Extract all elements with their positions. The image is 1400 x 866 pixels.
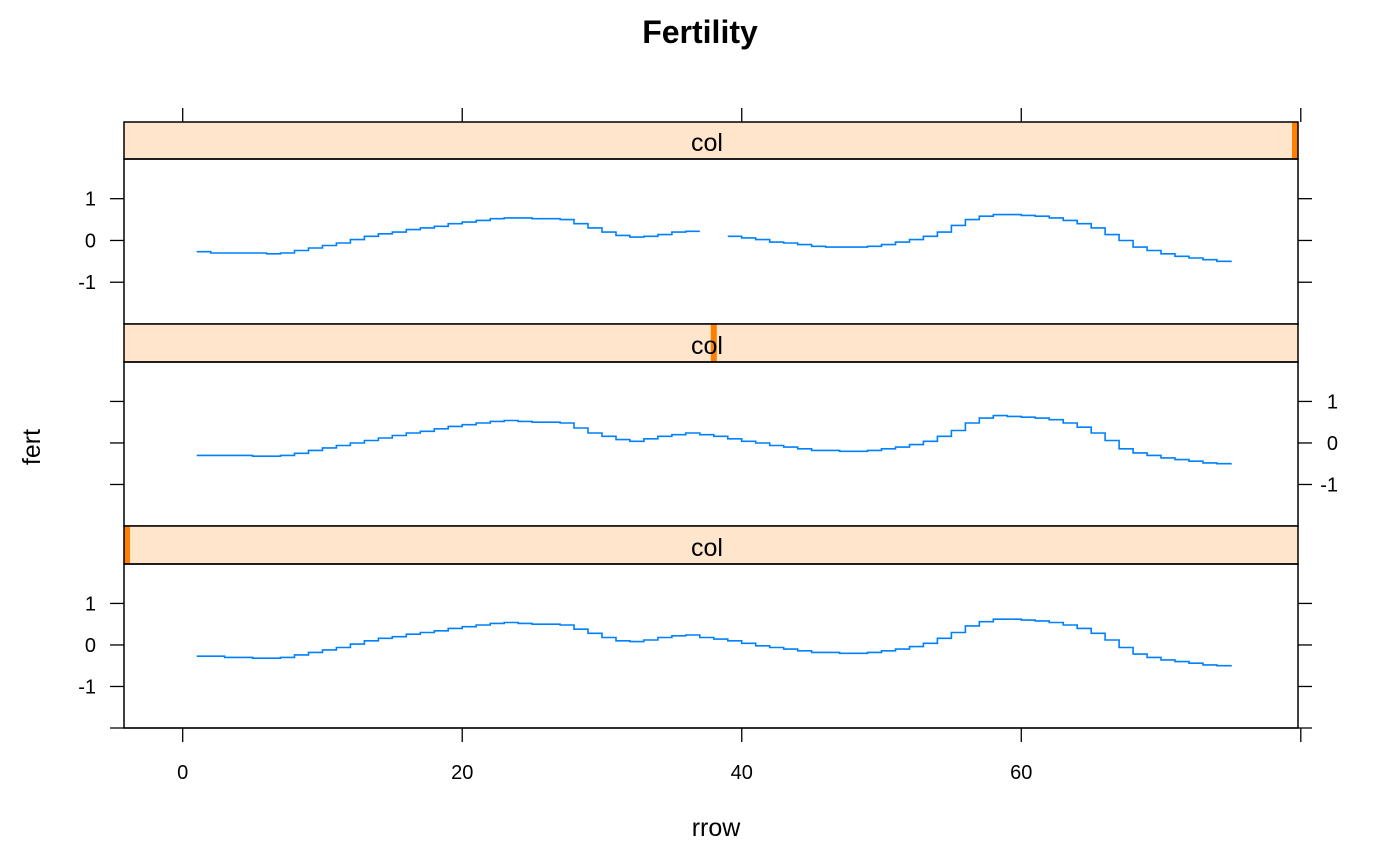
x-tick-label: 20 bbox=[451, 762, 473, 784]
y-tick-label: 0 bbox=[1327, 433, 1338, 455]
strip-label: col bbox=[691, 534, 723, 562]
y-tick-label: 0 bbox=[85, 635, 96, 657]
panel-frame bbox=[123, 361, 1299, 527]
y-tick-label: 1 bbox=[85, 593, 96, 615]
y-axis-title: fert bbox=[18, 429, 46, 465]
strip-label: col bbox=[691, 332, 723, 360]
axes-layer: 0 20 40 60 bbox=[110, 108, 1312, 784]
y-tick-label: 0 bbox=[85, 230, 96, 252]
strip-background bbox=[124, 122, 1298, 159]
strip-background bbox=[124, 526, 1298, 564]
y-tick-label: -1 bbox=[78, 676, 96, 698]
y-tick-label: 1 bbox=[1327, 391, 1338, 413]
y-tick-label: -1 bbox=[78, 272, 96, 294]
series-line bbox=[196, 213, 1232, 263]
panel-1: col -1 0 1 bbox=[78, 121, 1312, 325]
panel-3: col -1 0 1 bbox=[78, 525, 1312, 729]
panel-frame bbox=[123, 158, 1299, 325]
chart-title: Fertility bbox=[642, 14, 758, 50]
strip-level-marker bbox=[124, 526, 130, 564]
x-tick-label: 0 bbox=[177, 762, 188, 784]
y-tick-label: -1 bbox=[1320, 474, 1338, 496]
series-line bbox=[196, 618, 1232, 667]
panel-frame bbox=[123, 563, 1299, 729]
strip-level-marker bbox=[1292, 122, 1298, 159]
x-tick-label: 40 bbox=[731, 762, 753, 784]
y-tick-label: 1 bbox=[85, 189, 96, 211]
panels-layer: col -1 0 1 col -1 0 1 col -1 0 1 bbox=[78, 121, 1338, 729]
panel-2: col -1 0 1 bbox=[110, 323, 1338, 527]
x-axis-title: rrow bbox=[692, 814, 742, 842]
series-line bbox=[196, 414, 1232, 465]
x-tick-label: 60 bbox=[1010, 762, 1032, 784]
strip-label: col bbox=[691, 129, 723, 157]
strip-level-marker bbox=[710, 324, 717, 362]
